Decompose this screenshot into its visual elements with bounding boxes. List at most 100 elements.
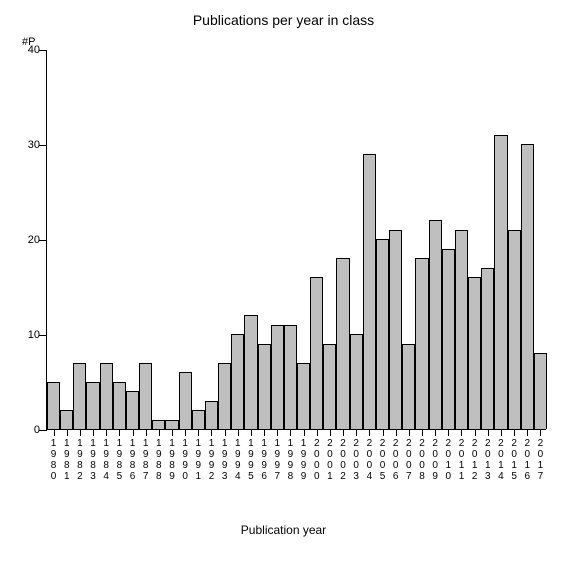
x-tick bbox=[422, 430, 423, 436]
bar bbox=[258, 344, 271, 430]
bar bbox=[100, 363, 113, 430]
x-tick bbox=[198, 430, 199, 436]
x-tick bbox=[159, 430, 160, 436]
bar bbox=[415, 258, 428, 429]
bar bbox=[165, 420, 178, 430]
bar bbox=[86, 382, 99, 430]
y-tick-label: 20 bbox=[28, 234, 40, 246]
x-tick-label: 2002 bbox=[340, 438, 346, 482]
x-tick-label: 1999 bbox=[301, 438, 307, 482]
x-tick bbox=[146, 430, 147, 436]
x-tick bbox=[54, 430, 55, 436]
y-tick bbox=[39, 50, 47, 51]
bar bbox=[336, 258, 349, 429]
chart-title: Publications per year in class bbox=[0, 12, 567, 28]
bar bbox=[271, 325, 284, 430]
bar bbox=[126, 391, 139, 429]
x-tick bbox=[396, 430, 397, 436]
x-tick bbox=[238, 430, 239, 436]
x-tick bbox=[475, 430, 476, 436]
x-tick-label: 2005 bbox=[380, 438, 386, 482]
bar bbox=[244, 315, 257, 429]
x-tick bbox=[67, 430, 68, 436]
x-tick bbox=[488, 430, 489, 436]
bar bbox=[508, 230, 521, 430]
bar bbox=[481, 268, 494, 430]
x-tick bbox=[185, 430, 186, 436]
x-tick-label: 2001 bbox=[327, 438, 333, 482]
x-tick-label: 2000 bbox=[314, 438, 320, 482]
x-tick-label: 2013 bbox=[485, 438, 491, 482]
x-tick-label: 2014 bbox=[498, 438, 504, 482]
x-tick-label: 1986 bbox=[130, 438, 136, 482]
x-tick-label: 1981 bbox=[64, 438, 70, 482]
bar bbox=[73, 363, 86, 430]
x-tick bbox=[435, 430, 436, 436]
bar bbox=[218, 363, 231, 430]
x-tick-label: 2015 bbox=[511, 438, 517, 482]
x-tick-label: 1996 bbox=[261, 438, 267, 482]
x-tick bbox=[330, 430, 331, 436]
x-tick bbox=[80, 430, 81, 436]
bar bbox=[192, 410, 205, 429]
x-tick bbox=[304, 430, 305, 436]
x-tick-label: 1993 bbox=[222, 438, 228, 482]
x-tick-label: 1991 bbox=[196, 438, 202, 482]
y-tick bbox=[39, 430, 47, 431]
x-tick bbox=[356, 430, 357, 436]
y-tick-label: 10 bbox=[28, 329, 40, 341]
y-tick bbox=[39, 335, 47, 336]
bar bbox=[323, 344, 336, 430]
x-tick-label: 1987 bbox=[143, 438, 149, 482]
y-tick-label: 40 bbox=[28, 44, 40, 56]
bar bbox=[205, 401, 218, 430]
bar bbox=[402, 344, 415, 430]
bar bbox=[455, 230, 468, 430]
bar bbox=[310, 277, 323, 429]
y-tick bbox=[39, 240, 47, 241]
x-tick bbox=[540, 430, 541, 436]
x-tick-label: 1988 bbox=[156, 438, 162, 482]
x-tick bbox=[448, 430, 449, 436]
x-tick-label: 1990 bbox=[182, 438, 188, 482]
bar bbox=[179, 372, 192, 429]
bar bbox=[47, 382, 60, 430]
bar bbox=[113, 382, 126, 430]
bar bbox=[363, 154, 376, 430]
x-tick-label: 1997 bbox=[274, 438, 280, 482]
y-tick-label: 30 bbox=[28, 139, 40, 151]
x-tick-label: 1982 bbox=[77, 438, 83, 482]
x-tick-label: 2006 bbox=[393, 438, 399, 482]
x-tick-label: 2004 bbox=[367, 438, 373, 482]
x-tick bbox=[461, 430, 462, 436]
x-tick-label: 1992 bbox=[209, 438, 215, 482]
x-tick bbox=[264, 430, 265, 436]
bar bbox=[429, 220, 442, 429]
x-tick-label: 1980 bbox=[51, 438, 57, 482]
x-tick bbox=[277, 430, 278, 436]
x-tick bbox=[251, 430, 252, 436]
x-tick-label: 2003 bbox=[353, 438, 359, 482]
y-tick bbox=[39, 145, 47, 146]
bar bbox=[376, 239, 389, 429]
chart-container: Publications per year in class #P 010203… bbox=[0, 0, 567, 567]
x-tick bbox=[133, 430, 134, 436]
x-tick bbox=[514, 430, 515, 436]
bar bbox=[139, 363, 152, 430]
bar bbox=[60, 410, 73, 429]
x-tick bbox=[409, 430, 410, 436]
x-tick bbox=[119, 430, 120, 436]
x-tick-label: 2017 bbox=[538, 438, 544, 482]
bar bbox=[231, 334, 244, 429]
x-tick bbox=[225, 430, 226, 436]
x-axis-label: Publication year bbox=[0, 523, 567, 537]
x-tick bbox=[317, 430, 318, 436]
x-tick bbox=[369, 430, 370, 436]
x-tick bbox=[527, 430, 528, 436]
bar bbox=[284, 325, 297, 430]
x-tick-label: 2007 bbox=[406, 438, 412, 482]
x-tick-label: 2016 bbox=[524, 438, 530, 482]
bar bbox=[389, 230, 402, 430]
x-tick-label: 1994 bbox=[235, 438, 241, 482]
bar bbox=[152, 420, 165, 430]
